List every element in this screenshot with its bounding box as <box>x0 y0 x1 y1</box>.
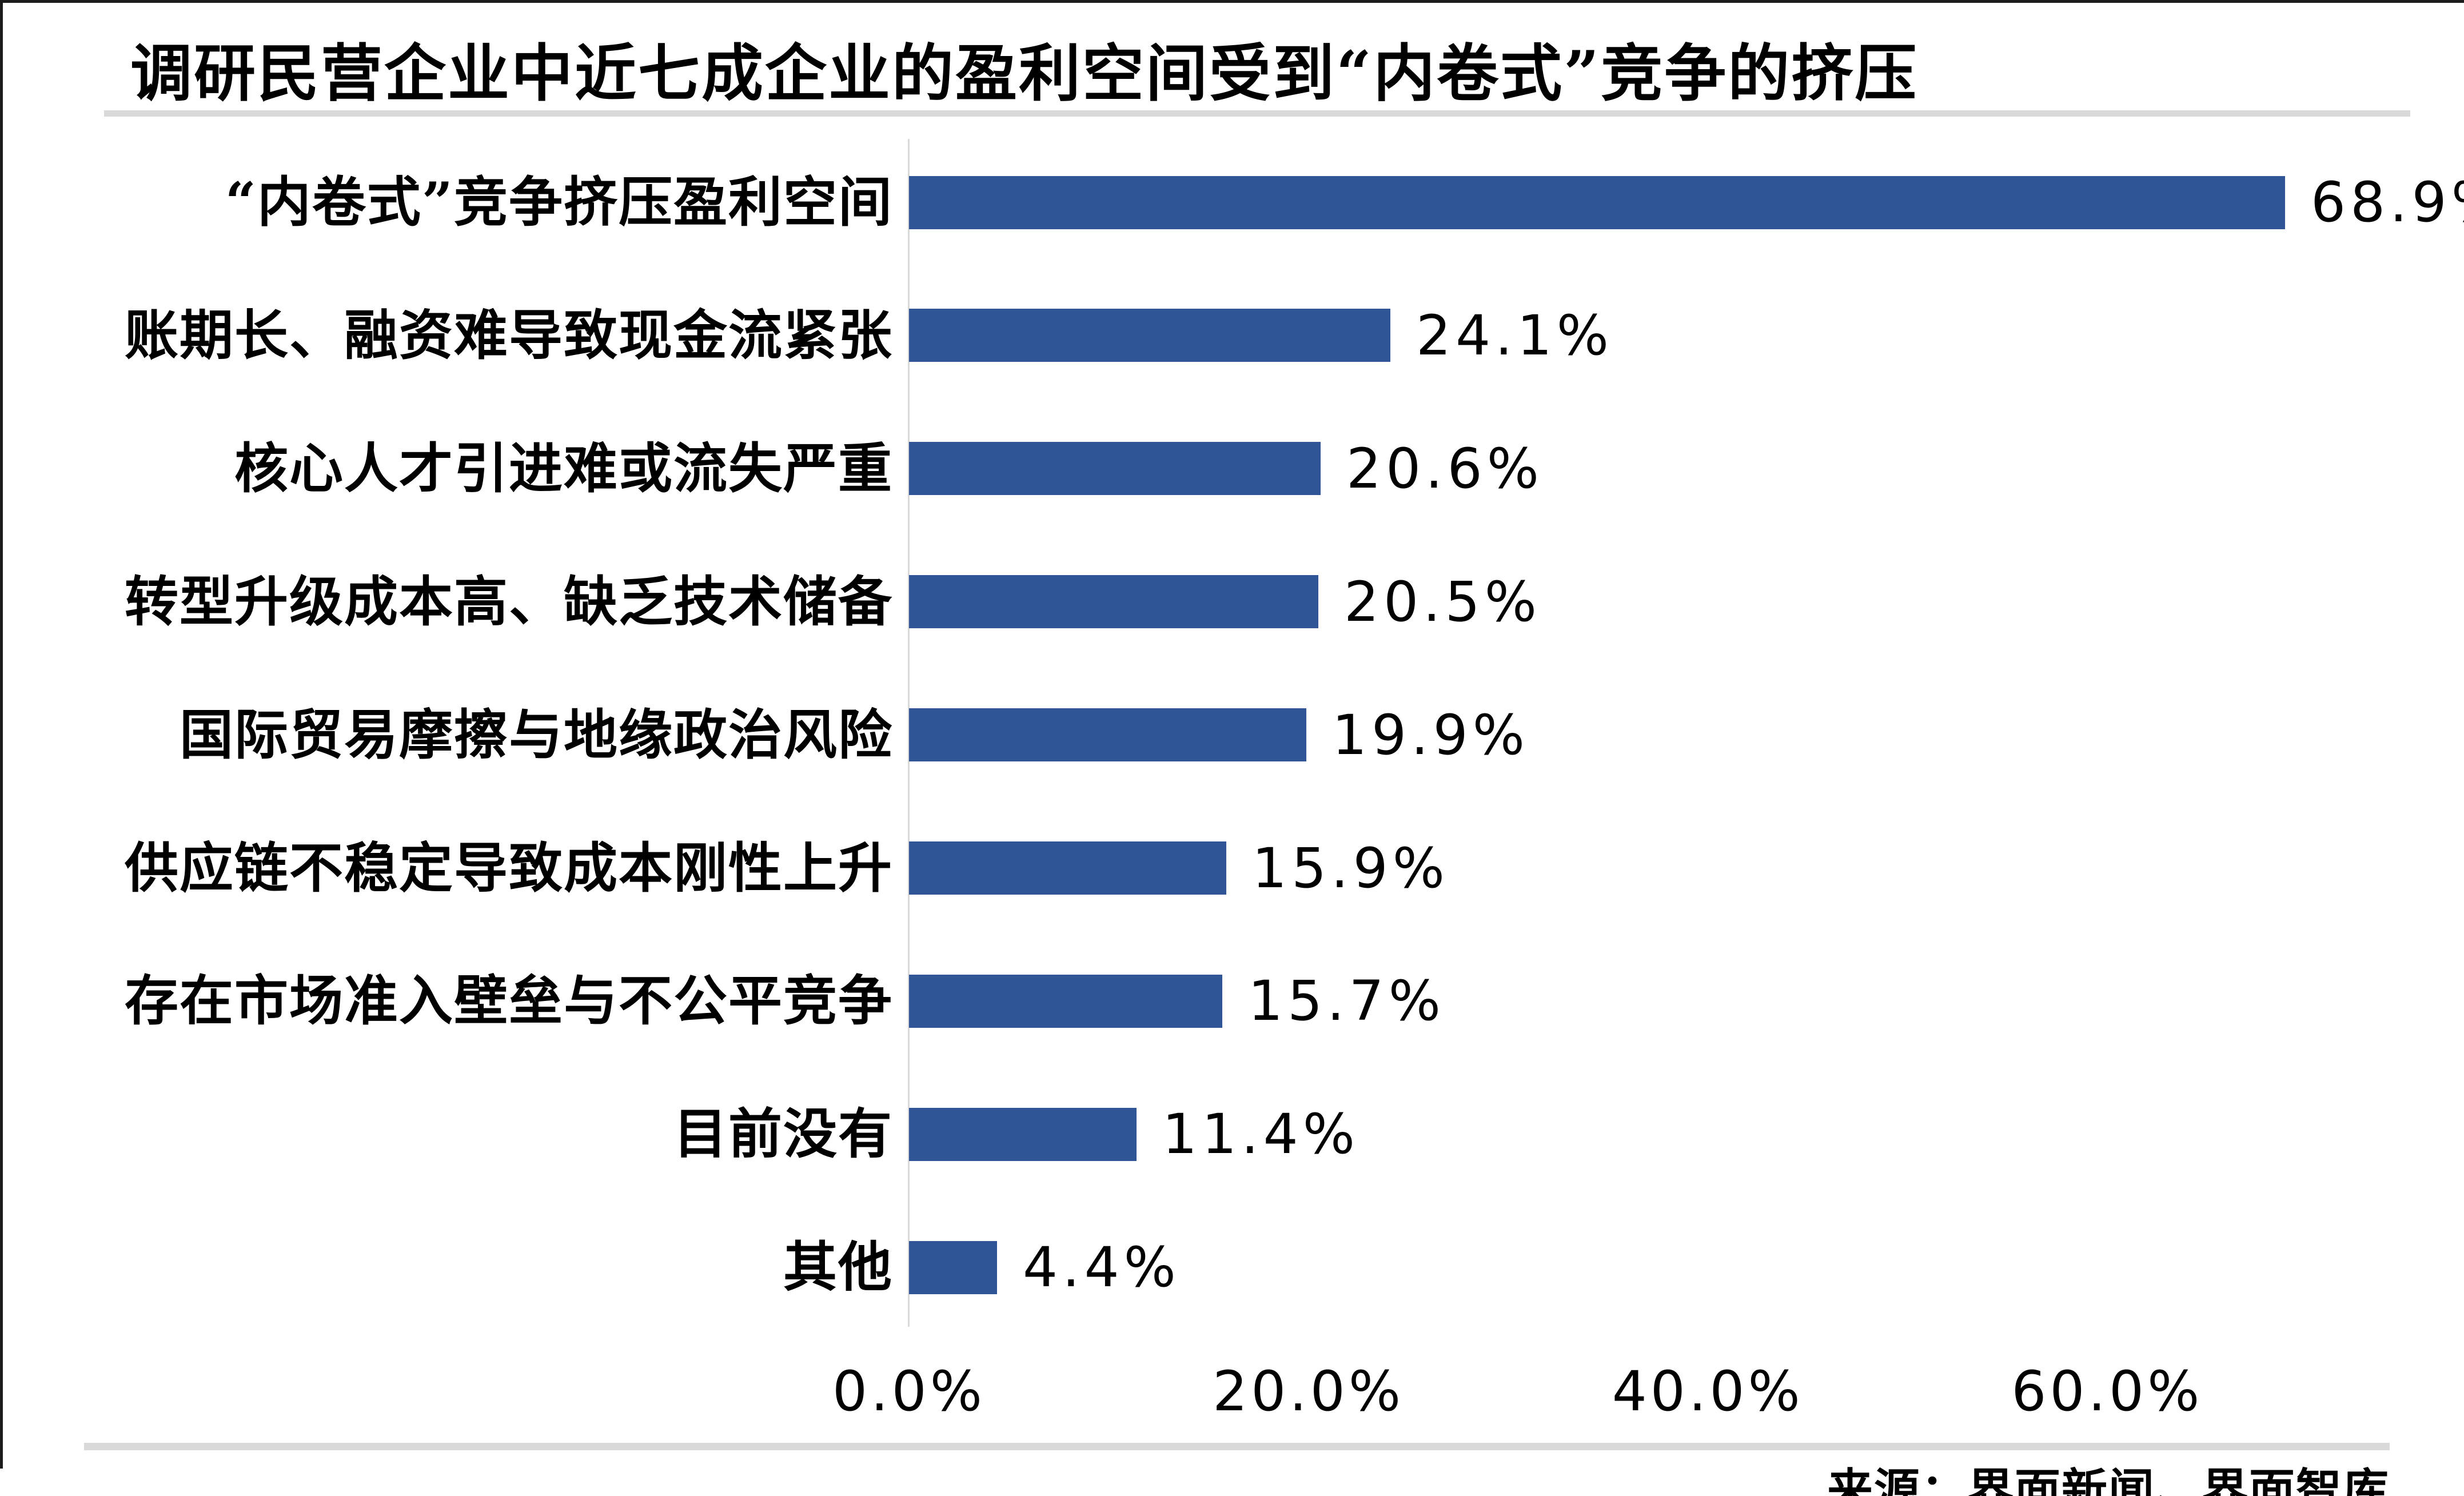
x-tick-label: 40.0% <box>1612 1359 1804 1423</box>
category-label: 国际贸易摩擦与地缘政治风险 <box>179 703 893 767</box>
title-divider <box>104 110 2410 117</box>
value-label: 68.9% <box>2311 170 2464 234</box>
value-label: 24.1% <box>1416 303 1613 368</box>
value-label: 20.6% <box>1346 436 1544 501</box>
bar <box>909 841 1226 895</box>
bar <box>909 1107 1137 1161</box>
source-attribution: 来源：界面新闻、界面智库 <box>1827 1463 2390 1496</box>
footer-divider <box>84 1443 2390 1450</box>
bar <box>909 575 1318 629</box>
category-label: 目前没有 <box>673 1103 893 1166</box>
value-label: 15.7% <box>1248 969 1445 1034</box>
value-label: 20.5% <box>1344 569 1541 634</box>
bar <box>909 708 1306 762</box>
category-label: 存在市场准入壁垒与不公平竞争 <box>124 970 893 1033</box>
x-tick-label: 20.0% <box>1213 1359 1405 1423</box>
category-label: 其他 <box>783 1236 893 1299</box>
x-tick-label: 0.0% <box>832 1359 986 1423</box>
bar <box>909 1240 997 1294</box>
screenshot-left-border <box>0 2 3 1469</box>
value-label: 11.4% <box>1162 1102 1359 1167</box>
category-label: 账期长、融资难导致现金流紧张 <box>124 304 893 367</box>
x-tick-label: 60.0% <box>2011 1359 2203 1423</box>
value-label: 19.9% <box>1332 703 1529 767</box>
y-axis-line <box>908 139 910 1327</box>
bar <box>909 442 1321 496</box>
category-label: 供应链不稳定导致成本刚性上升 <box>124 836 893 900</box>
value-label: 4.4% <box>1023 1235 1181 1300</box>
category-label: 核心人才引进难或流失严重 <box>234 437 893 500</box>
bar <box>909 175 2285 229</box>
chart-title: 调研民营企业中近七成企业的盈利空间受到“内卷式”竞争的挤压 <box>130 38 1919 110</box>
category-label: “内卷式”竞争挤压盈利空间 <box>225 171 893 234</box>
value-label: 15.9% <box>1252 836 1449 900</box>
screenshot-top-border <box>0 0 2464 3</box>
category-label: 转型升级成本高、缺乏技术储备 <box>124 570 893 633</box>
bar <box>909 974 1222 1028</box>
bar <box>909 309 1390 362</box>
